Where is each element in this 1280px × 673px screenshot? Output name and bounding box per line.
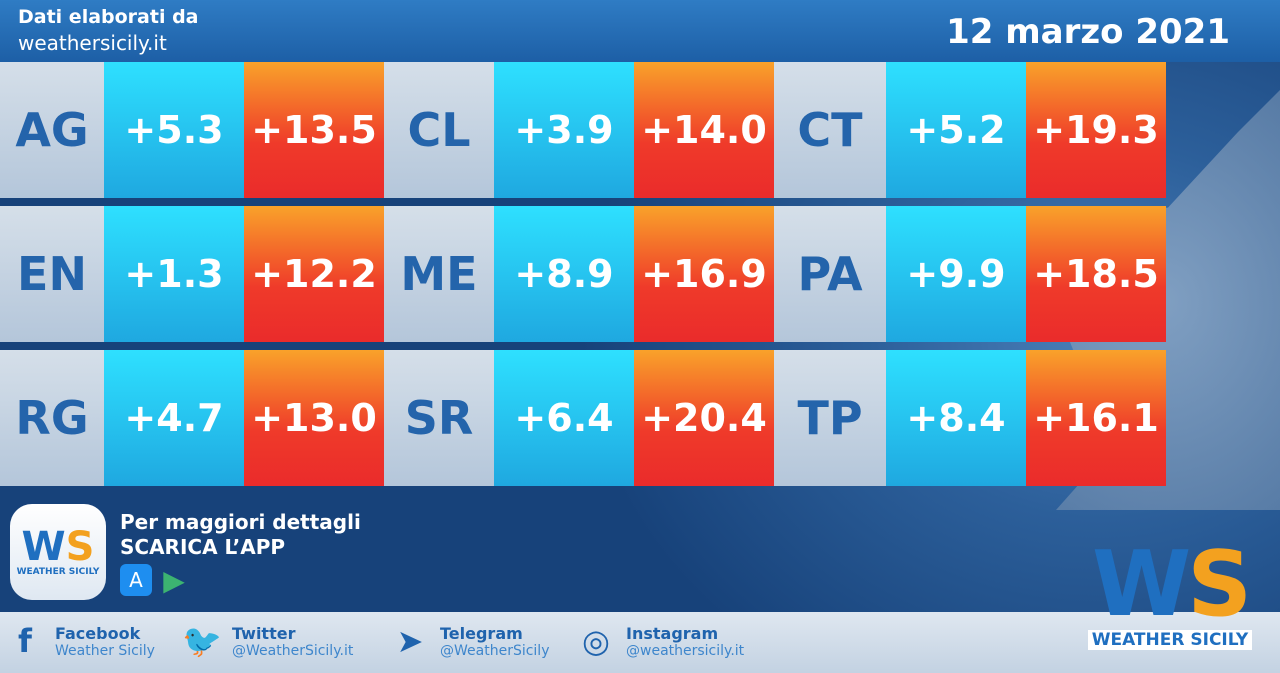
min-temp: +1.3 (104, 206, 244, 342)
social-handle: @weathersicily.it (626, 642, 745, 659)
app-logo-label: WEATHER SICILY (16, 567, 100, 577)
table-row: AG +5.3 +13.5 CL +3.9 +14.0 CT +5.2 +19.3 (0, 62, 1166, 198)
province-code: TP (774, 350, 886, 486)
province-code: AG (0, 62, 104, 198)
facebook-icon: f (18, 622, 32, 660)
min-temp: +5.3 (104, 62, 244, 198)
max-temp: +18.5 (1026, 206, 1166, 342)
twitter-icon: 🐦 (182, 622, 222, 660)
min-temp: +8.4 (886, 350, 1026, 486)
source-site: weathersicily.it (18, 31, 167, 55)
province-code: EN (0, 206, 104, 342)
min-temp: +8.9 (494, 206, 634, 342)
min-temp: +3.9 (494, 62, 634, 198)
max-temp: +13.0 (244, 350, 384, 486)
social-handle: Weather Sicily (55, 642, 155, 659)
brand-name: WEATHER SICILY (1087, 630, 1253, 650)
max-temp: +12.2 (244, 206, 384, 342)
download-app-text: SCARICA L’APP (120, 535, 286, 559)
footer (0, 612, 1280, 673)
max-temp: +14.0 (634, 62, 774, 198)
province-code: PA (774, 206, 886, 342)
province-code: RG (0, 350, 104, 486)
social-name: Facebook (55, 623, 141, 643)
max-temp: +16.1 (1026, 350, 1166, 486)
social-name: Twitter (232, 623, 296, 643)
app-logo[interactable]: WS WEATHER SICILY (10, 504, 106, 600)
min-temp: +9.9 (886, 206, 1026, 342)
province-code: SR (384, 350, 494, 486)
max-temp: +20.4 (634, 350, 774, 486)
province-code: ME (384, 206, 494, 342)
min-temp: +6.4 (494, 350, 634, 486)
table-row: RG +4.7 +13.0 SR +6.4 +20.4 TP +8.4 +16.1 (0, 350, 1166, 486)
province-code: CL (384, 62, 494, 198)
social-telegram[interactable]: ➤ Telegram @WeatherSicily (390, 622, 550, 660)
province-code: CT (774, 62, 886, 198)
date: 12 marzo 2021 (946, 12, 1230, 52)
header: Dati elaborati da weathersicily.it 12 ma… (0, 0, 1280, 62)
social-instagram[interactable]: ◎ Instagram @weathersicily.it (576, 622, 744, 660)
social-name: Instagram (626, 623, 719, 643)
min-temp: +5.2 (886, 62, 1026, 198)
social-facebook[interactable]: f Facebook Weather Sicily (5, 622, 155, 660)
instagram-icon: ◎ (582, 622, 610, 660)
social-handle: @WeatherSicily.it (232, 642, 354, 659)
source-label: Dati elaborati da (18, 6, 199, 28)
telegram-icon: ➤ (396, 622, 424, 660)
social-twitter[interactable]: 🐦 Twitter @WeatherSicily.it (182, 622, 353, 660)
google-play-icon[interactable]: ▶ (163, 563, 185, 597)
table-row: EN +1.3 +12.2 ME +8.9 +16.9 PA +9.9 +18.5 (0, 206, 1166, 342)
ws-logo-icon: WS (21, 524, 95, 570)
social-handle: @WeatherSicily (440, 642, 550, 659)
weather-sicily-logo: WS WEATHER SICILY (1075, 540, 1265, 650)
max-temp: +13.5 (244, 62, 384, 198)
min-temp: +4.7 (104, 350, 244, 486)
max-temp: +16.9 (634, 206, 774, 342)
social-name: Telegram (440, 623, 523, 643)
app-store-icon[interactable]: A (120, 564, 152, 596)
max-temp: +19.3 (1026, 62, 1166, 198)
promo-text: Per maggiori dettagli (120, 510, 361, 534)
ws-logo-icon: WS (1091, 532, 1252, 637)
